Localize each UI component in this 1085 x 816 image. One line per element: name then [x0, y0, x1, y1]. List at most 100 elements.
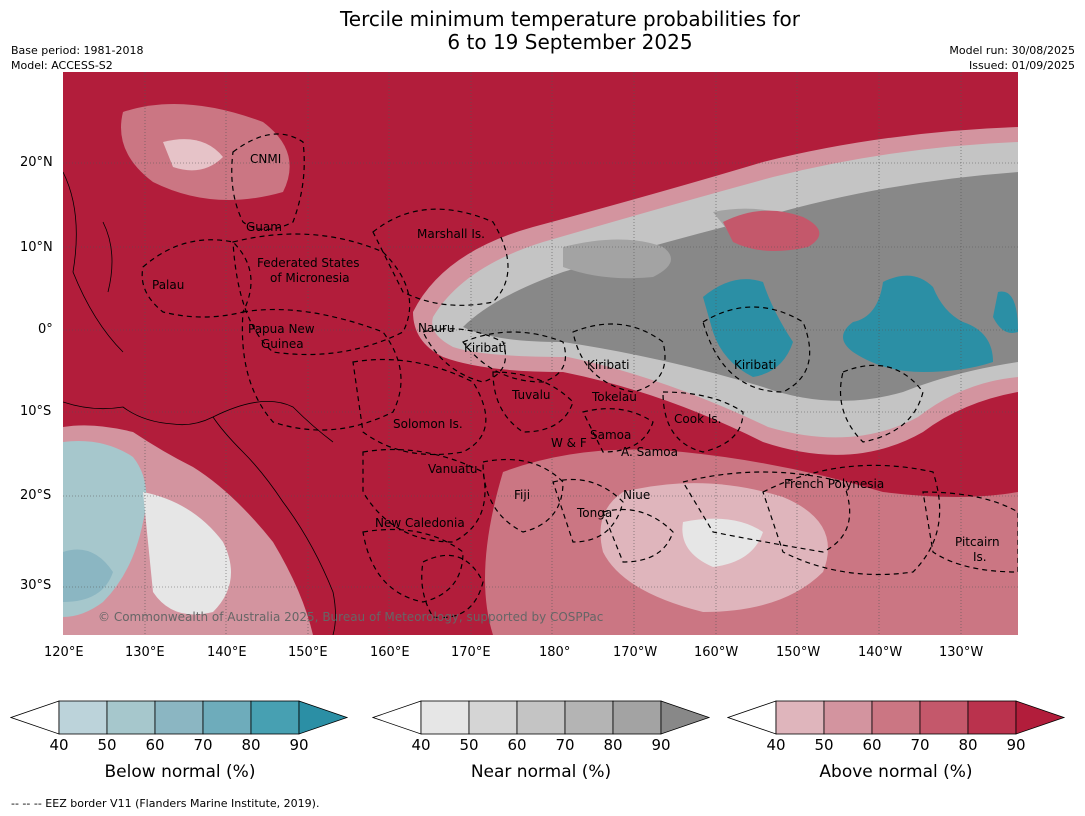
colorbar-above-svg [726, 700, 1066, 735]
label-palau: Palau [152, 278, 185, 292]
model-name: Model: ACCESS-S2 [11, 59, 113, 72]
below-normal-blob-1 [703, 279, 793, 377]
label-asamoa: A. Samoa [621, 445, 678, 459]
colorbar-near-svg [371, 700, 711, 735]
lat-tick: 20°N [20, 155, 53, 170]
lat-tick: 20°S [20, 488, 52, 503]
label-vanuatu: Vanuatu [428, 462, 478, 476]
colorbar-swatch [154, 700, 204, 735]
cb-near-tick: 50 [459, 736, 479, 754]
label-solomon: Solomon Is. [393, 417, 463, 431]
label-cook: Cook Is. [674, 412, 722, 426]
label-png-2: Guinea [261, 337, 304, 351]
colorbar-above [726, 700, 1067, 736]
colorbar-below [9, 700, 350, 736]
colorbar-extend-high [660, 700, 711, 735]
near-normal-australia [143, 492, 231, 615]
colorbar-swatch [250, 700, 300, 735]
lon-tick: 160°W [694, 645, 739, 660]
cb-near-tick: 60 [507, 736, 527, 754]
colorbar-swatch [58, 700, 108, 735]
colorbar-extend-low [371, 700, 422, 735]
lat-tick: 30°S [20, 578, 52, 593]
colorbar-extend-high [1015, 700, 1066, 735]
label-nauru: Nauru [418, 321, 455, 335]
lat-tick: 10°N [20, 240, 53, 255]
lon-tick: 170°W [613, 645, 658, 660]
lon-tick: 140°W [858, 645, 903, 660]
label-tokelau: Tokelau [592, 390, 637, 404]
colorbar-below-swatches [9, 700, 349, 735]
map-gridlines [63, 72, 1018, 635]
colorbar-near-swatches [371, 700, 711, 735]
colorbar-above-swatches [726, 700, 1066, 735]
red-inset [723, 210, 820, 251]
colorbar-swatch [564, 700, 614, 735]
label-french-polynesia: French Polynesia [784, 477, 885, 491]
label-kiribati-2: Kiribati [587, 358, 630, 372]
cb-above-title: Above normal (%) [819, 762, 973, 782]
lon-tick: 140°E [207, 645, 247, 660]
colorbar-below-svg [9, 700, 349, 735]
below-normal-blob-3 [993, 291, 1018, 333]
colorbar-swatch [871, 700, 921, 735]
label-tuvalu: Tuvalu [512, 388, 551, 402]
label-png-1: Papua New [248, 322, 315, 336]
map-svg [63, 72, 1018, 635]
base-period: Base period: 1981-2018 [11, 44, 144, 57]
cb-below-title: Below normal (%) [104, 762, 256, 782]
label-new-caledonia: New Caledonia [375, 516, 465, 530]
colorbar-extend-high [298, 700, 349, 735]
label-marshall: Marshall Is. [417, 227, 485, 241]
cb-below-tick: 90 [289, 736, 309, 754]
cb-near-title: Near normal (%) [470, 762, 612, 782]
lon-tick: 150°W [776, 645, 821, 660]
colorbar-swatch [106, 700, 156, 735]
label-pitcairn-2: Is. [973, 550, 987, 564]
colorbar-swatch [612, 700, 662, 735]
colorbar-extend-low [9, 700, 60, 735]
eez-borders [141, 133, 1018, 619]
below-normal-australia-core [63, 549, 113, 602]
colorbar-near [371, 700, 712, 736]
cb-above-tick: 70 [910, 736, 930, 754]
cb-below-tick: 80 [241, 736, 261, 754]
label-tonga: Tonga [577, 506, 613, 520]
label-fiji: Fiji [514, 488, 531, 502]
colorbar-swatch [919, 700, 969, 735]
near-normal-patch [563, 239, 671, 279]
cb-below-tick: 60 [145, 736, 165, 754]
model-run: Model run: 30/08/2025 [949, 44, 1075, 57]
label-cnmi: CNMI [250, 152, 282, 166]
label-micronesia-2: of Micronesia [270, 271, 350, 285]
label-pitcairn-1: Pitcairn [955, 535, 1000, 549]
cb-below-tick: 50 [97, 736, 117, 754]
below-normal-blob-2 [843, 275, 993, 372]
cb-near-tick: 80 [603, 736, 623, 754]
colorbar-swatch [823, 700, 873, 735]
meta-right: Model run: 30/08/2025 Issued: 01/09/2025 [949, 43, 1075, 73]
meta-left: Base period: 1981-2018 Model: ACCESS-S2 [11, 43, 143, 73]
title-line-1: Tercile minimum temperature probabilitie… [339, 7, 801, 31]
eez-footnote: -- -- -- EEZ border V11 (Flanders Marine… [11, 797, 320, 810]
lat-tick: 0° [38, 322, 53, 337]
label-guam: Guam [246, 220, 282, 234]
south-grey [682, 518, 763, 567]
label-kiribati-3: Kiribati [734, 358, 777, 372]
cb-above-tick: 50 [814, 736, 834, 754]
colorbar-extend-low [726, 700, 777, 735]
label-kiribati-1: Kiribati [464, 341, 507, 355]
chart-title: Tercile minimum temperature probabilitie… [0, 8, 1085, 54]
cb-above-tick: 90 [1006, 736, 1026, 754]
colorbar-swatch [775, 700, 825, 735]
title-line-2: 6 to 19 September 2025 [447, 30, 693, 54]
cb-above-tick: 80 [958, 736, 978, 754]
label-micronesia-1: Federated States [257, 256, 360, 270]
colorbar-swatch [967, 700, 1017, 735]
lon-tick: 150°E [288, 645, 328, 660]
cb-above-tick: 40 [766, 736, 786, 754]
label-wf: W & F [551, 436, 587, 450]
coastlines [63, 171, 336, 635]
lon-tick: 130°W [939, 645, 984, 660]
lon-tick: 180° [539, 645, 571, 660]
